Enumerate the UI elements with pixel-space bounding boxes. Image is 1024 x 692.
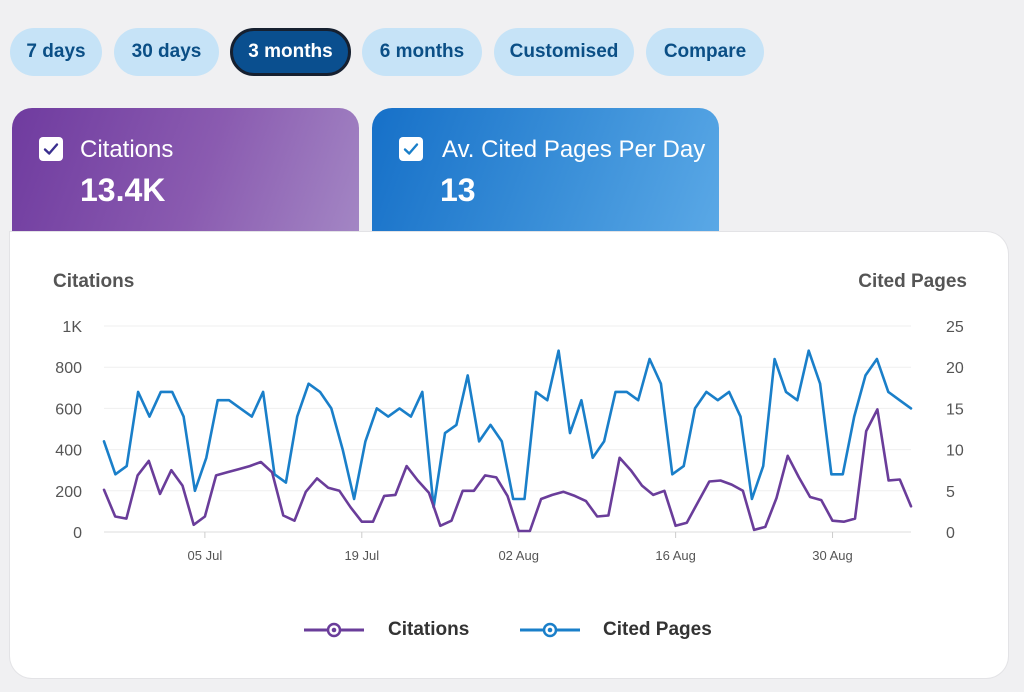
x-tick-label: 19 Jul bbox=[344, 548, 379, 563]
range-button-30-days[interactable]: 30 days bbox=[114, 28, 219, 76]
y-right-tick-label: 15 bbox=[946, 401, 964, 418]
citations-series-line bbox=[102, 408, 913, 533]
y-left-tick-label: 400 bbox=[55, 443, 82, 460]
left-axis-title: Citations bbox=[53, 271, 135, 292]
citations-legend-marker-icon bbox=[304, 622, 364, 638]
range-button-6-months[interactable]: 6 months bbox=[362, 28, 482, 76]
y-left-tick-label: 1K bbox=[62, 319, 82, 336]
legend-item-citations[interactable]: Citations bbox=[302, 612, 482, 648]
x-tick-label: 02 Aug bbox=[498, 548, 539, 563]
checkmark-icon bbox=[403, 143, 419, 155]
x-tick-label: 05 Jul bbox=[188, 548, 223, 563]
citations-checkbox[interactable] bbox=[39, 137, 63, 161]
checkmark-icon bbox=[43, 143, 59, 155]
cited-pages-metric-card[interactable]: Av. Cited Pages Per Day 13 bbox=[372, 108, 719, 232]
y-right-tick-label: 5 bbox=[946, 484, 955, 501]
cited-pages-metric-value: 13 bbox=[440, 172, 476, 208]
cited-pages-metric-label: Av. Cited Pages Per Day bbox=[442, 136, 706, 163]
legend-label-cited-pages: Cited Pages bbox=[603, 619, 712, 640]
range-button-customised[interactable]: Customised bbox=[494, 28, 634, 76]
y-left-tick-label: 600 bbox=[55, 401, 82, 418]
y-left-tick-label: 200 bbox=[55, 484, 82, 501]
range-button-3-months[interactable]: 3 months bbox=[230, 28, 351, 76]
right-axis-title: Cited Pages bbox=[858, 271, 967, 292]
cited-pages-series-line bbox=[102, 349, 913, 509]
y-right-tick-label: 0 bbox=[946, 525, 955, 542]
cited-pages-checkbox[interactable] bbox=[399, 137, 423, 161]
y-left-tick-label: 0 bbox=[73, 525, 82, 542]
chart-legend: Citations Cited Pages bbox=[0, 612, 1024, 648]
range-button-7-days[interactable]: 7 days bbox=[10, 28, 102, 76]
y-right-tick-label: 20 bbox=[946, 360, 964, 377]
range-button-compare[interactable]: Compare bbox=[646, 28, 764, 76]
legend-label-citations: Citations bbox=[388, 619, 470, 640]
x-tick-label: 30 Aug bbox=[812, 548, 853, 563]
x-tick-label: 16 Aug bbox=[655, 548, 696, 563]
y-right-tick-label: 10 bbox=[946, 443, 964, 460]
citations-metric-value: 13.4K bbox=[80, 172, 166, 208]
citations-metric-card[interactable]: Citations 13.4K bbox=[12, 108, 359, 232]
legend-item-cited-pages[interactable]: Cited Pages bbox=[518, 612, 728, 648]
cited-pages-legend-marker-icon bbox=[520, 622, 580, 638]
citations-metric-label: Citations bbox=[80, 136, 174, 163]
y-left-tick-label: 800 bbox=[55, 360, 82, 377]
chart-panel bbox=[10, 232, 1008, 678]
y-right-tick-label: 25 bbox=[946, 319, 964, 336]
